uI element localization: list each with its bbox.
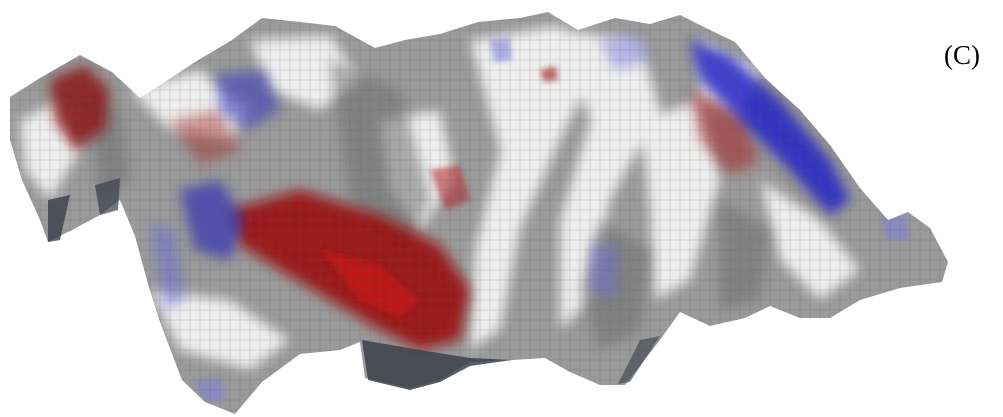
panel-label: (C) [944, 40, 980, 70]
underside-shadows [48, 178, 660, 390]
